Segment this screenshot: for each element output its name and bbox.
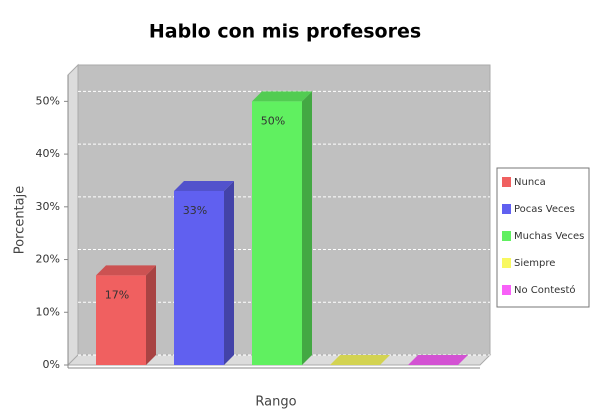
legend-label: Nunca — [514, 177, 546, 188]
legend-label: No Contestó — [514, 284, 576, 296]
bar-side — [146, 265, 156, 365]
y-tick-label: 0% — [43, 358, 60, 371]
x-axis-label: Rango — [255, 395, 296, 410]
legend-swatch — [502, 231, 511, 241]
y-tick-label: 10% — [36, 305, 60, 318]
value-label: 17% — [105, 288, 129, 301]
legend-swatch — [502, 204, 511, 214]
value-label: 33% — [183, 204, 207, 217]
left-wall — [67, 63, 79, 367]
chart-title: Hablo con mis profesores — [149, 21, 421, 43]
bar-side — [224, 181, 234, 365]
legend-label: Siempre — [514, 258, 555, 269]
legend-box — [496, 167, 590, 308]
value-label: 50% — [261, 114, 285, 127]
legend-label: Muchas Veces — [514, 231, 584, 242]
legend-swatch — [502, 258, 511, 268]
y-tick-label: 20% — [36, 253, 60, 266]
legend-swatch — [502, 177, 511, 187]
bar — [174, 191, 224, 365]
bar — [96, 275, 146, 365]
y-axis-label: Porcentaje — [13, 186, 28, 254]
bar-side — [302, 91, 312, 365]
y-tick-label: 40% — [36, 147, 60, 160]
legend-swatch — [502, 285, 511, 295]
y-tick-label: 30% — [36, 200, 60, 213]
bar-top — [252, 91, 312, 102]
bar-top — [96, 265, 156, 276]
bar-top — [408, 355, 468, 365]
bar-top — [330, 355, 390, 365]
y-tick-label: 50% — [36, 94, 60, 107]
bar — [252, 101, 302, 365]
bar-top — [174, 181, 234, 191]
legend-label: Pocas Veces — [514, 204, 575, 215]
